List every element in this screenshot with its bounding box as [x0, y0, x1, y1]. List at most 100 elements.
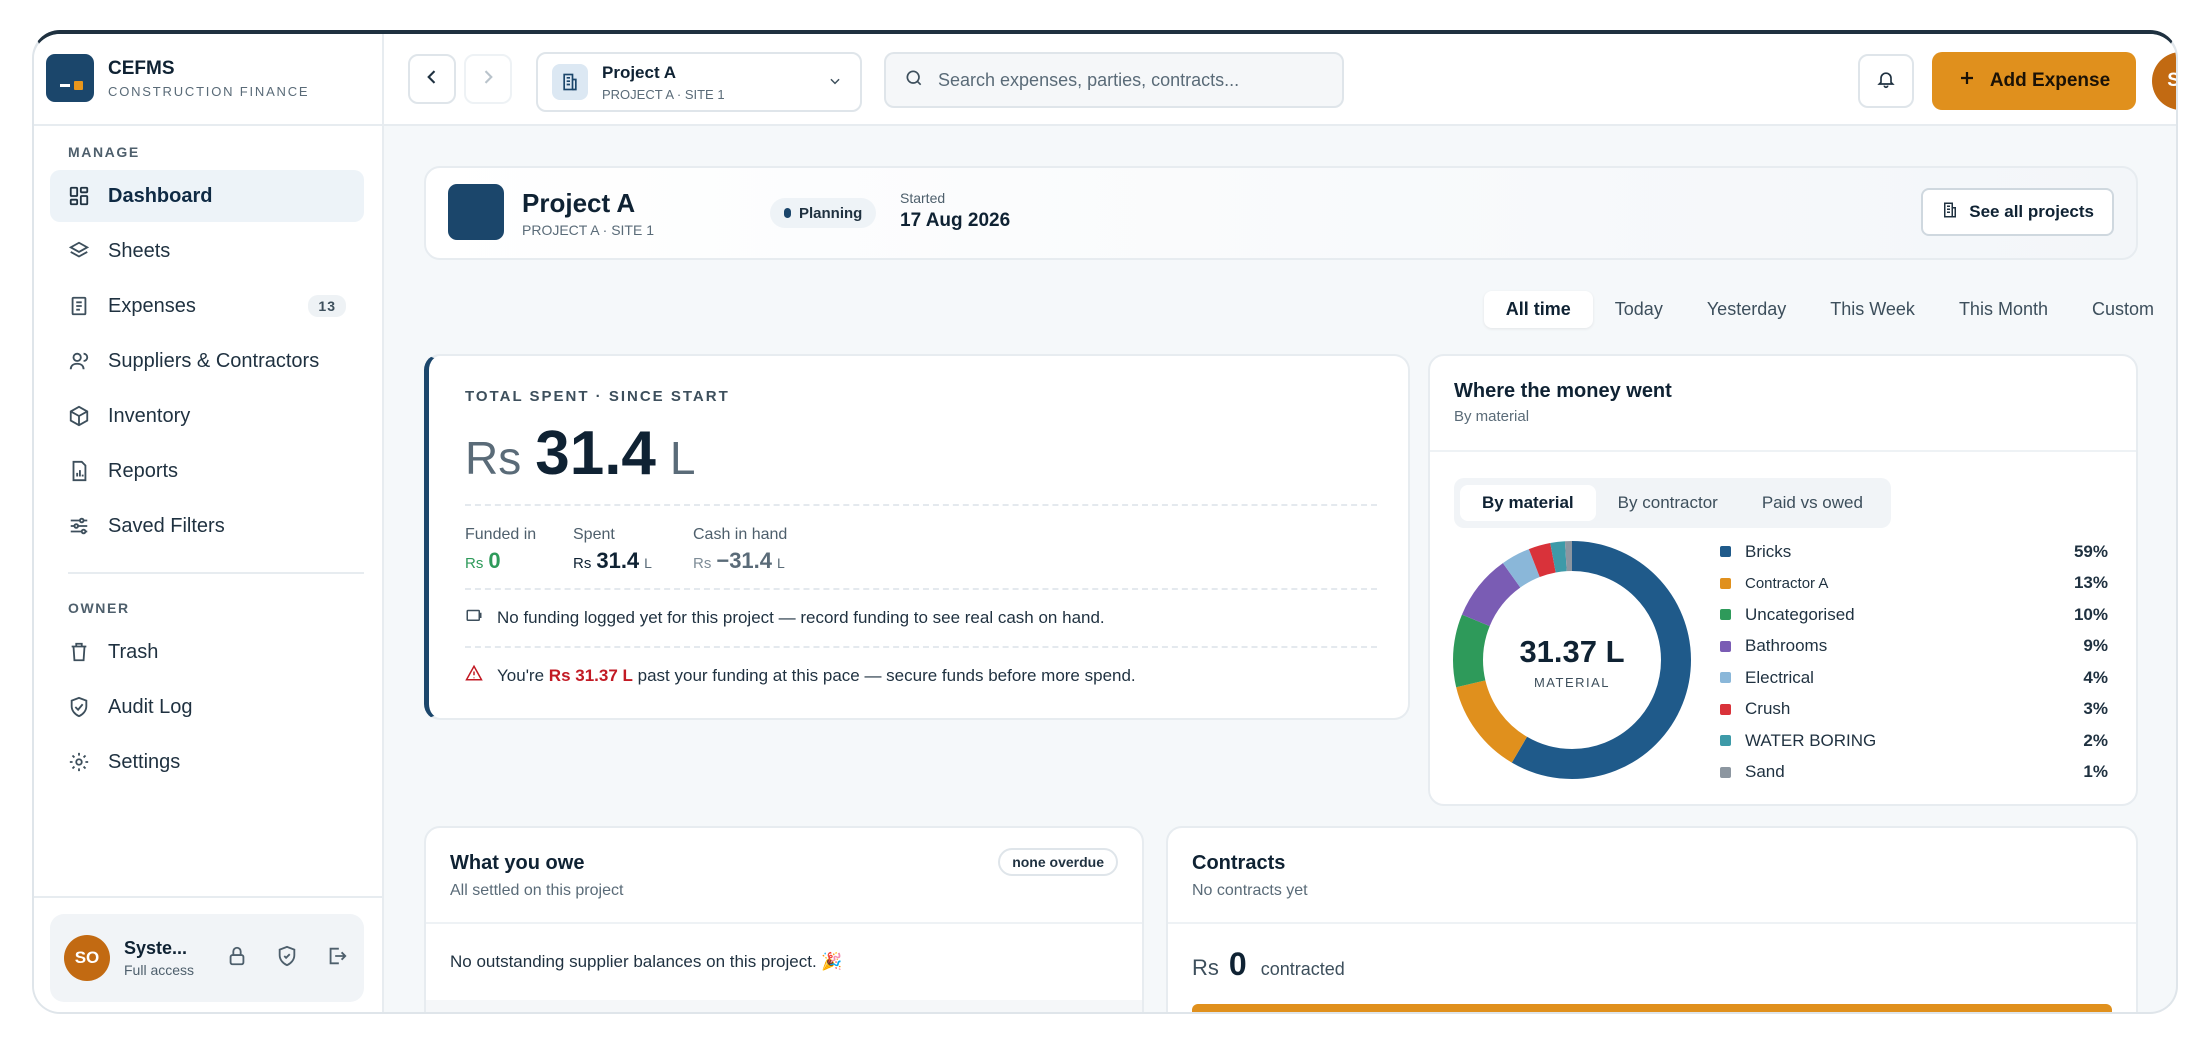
legend-item: Crush 3% — [1720, 694, 2108, 726]
building-icon — [1941, 201, 1959, 224]
currency-label: Rs — [465, 432, 522, 484]
brand-subtitle: CONSTRUCTION FINANCE — [108, 83, 310, 99]
status-dot-icon — [784, 208, 791, 218]
total-spent-card: TOTAL SPENT · SINCE START Rs 31.4 L Fund… — [424, 354, 1410, 720]
cash-stat: Cash in hand Rs −31.4 L — [693, 526, 787, 574]
funded-value: 0 — [488, 548, 501, 573]
legend-label: Electrical — [1745, 667, 1814, 687]
sidebar-item-label: Saved Filters — [108, 514, 225, 537]
card-subtitle: By material — [1454, 408, 1530, 425]
cash-value: −31.4 — [716, 548, 773, 573]
legend-percent: 13% — [2073, 573, 2108, 593]
page-title: Project A — [522, 188, 636, 218]
sidebar-item-saved-filters[interactable]: Saved Filters — [50, 500, 364, 552]
legend-swatch — [1720, 703, 1731, 715]
legend-swatch — [1720, 672, 1731, 684]
see-all-projects-button[interactable]: See all projects — [1921, 188, 2114, 236]
warning-amount: Rs 31.37 L — [548, 665, 633, 685]
sidebar-item-reports[interactable]: Reports — [50, 445, 364, 497]
layers-icon — [68, 240, 90, 262]
spent-stat: Spent Rs 31.4 L — [573, 526, 652, 574]
avatar[interactable]: SO — [2152, 52, 2176, 110]
trash-icon — [68, 641, 90, 663]
tab-all-time[interactable]: All time — [1483, 290, 1593, 328]
spent-label: Spent — [573, 526, 615, 543]
user-role: Full access — [124, 961, 195, 978]
brand[interactable]: CEFMS CONSTRUCTION FINANCE — [46, 48, 309, 108]
funding-note: No funding logged yet for this project —… — [465, 606, 1105, 629]
chevron-down-icon — [828, 74, 842, 93]
project-switcher[interactable]: Project A PROJECT A · SITE 1 — [536, 52, 862, 112]
grid-icon — [68, 185, 90, 207]
lock-icon[interactable] — [226, 945, 248, 972]
tab-by-material[interactable]: By material — [1460, 485, 1596, 521]
notifications-button[interactable] — [1858, 54, 1914, 108]
funded-label: Funded in — [465, 526, 537, 543]
card-title: What you owe — [450, 852, 585, 874]
logout-icon[interactable] — [326, 945, 348, 972]
warning-icon — [465, 664, 483, 687]
legend-percent: 3% — [2083, 699, 2108, 719]
sidebar: CEFMS CONSTRUCTION FINANCE MANAGE Dashbo… — [34, 34, 384, 1012]
sidebar-item-audit-log[interactable]: Audit Log — [50, 681, 364, 733]
tab-by-contractor[interactable]: By contractor — [1617, 493, 1718, 512]
donut-slice-uncategorised — [1453, 541, 1691, 779]
spent-value: 31.4 — [596, 548, 640, 573]
legend-item: Electrical 4% — [1720, 662, 2108, 694]
owe-footer — [426, 1000, 1142, 1012]
sidebar-item-expenses[interactable]: Expenses 13 — [50, 280, 364, 332]
tab-today[interactable]: Today — [1614, 298, 1663, 319]
tab-this-week[interactable]: This Week — [1830, 298, 1915, 319]
legend-item: Contractor A 13% — [1720, 568, 2108, 600]
warning-post: past your funding at this pace — secure … — [637, 665, 1136, 685]
funded-stat: Funded in Rs 0 — [465, 526, 536, 574]
funding-note-text: No funding logged yet for this project —… — [497, 607, 1105, 627]
divider — [426, 922, 1142, 924]
donut-slice-sand — [1453, 541, 1691, 779]
main-content: Project A PROJECT A · SITE 1 Planning St… — [384, 126, 2176, 1012]
sidebar-item-trash[interactable]: Trash — [50, 626, 364, 678]
search-input[interactable]: Search expenses, parties, contracts... — [884, 52, 1344, 108]
legend-item: Bathrooms 9% — [1720, 631, 2108, 663]
unit-label: L — [669, 432, 696, 484]
section-label-owner: OWNER — [68, 600, 130, 616]
add-expense-button[interactable]: Add Expense — [1932, 52, 2136, 110]
legend-label: Bricks — [1745, 541, 1792, 561]
contracted-label: contracted — [1260, 959, 1345, 979]
sidebar-item-sheets[interactable]: Sheets — [50, 225, 364, 277]
legend-swatch — [1720, 640, 1731, 652]
sidebar-item-settings[interactable]: Settings — [50, 736, 364, 788]
search-placeholder: Search expenses, parties, contracts... — [938, 69, 1240, 90]
see-all-label: See all projects — [1969, 202, 2094, 221]
legend-swatch — [1720, 577, 1731, 589]
tab-custom[interactable]: Custom — [2091, 298, 2154, 319]
shield-icon[interactable] — [276, 945, 298, 972]
tab-yesterday[interactable]: Yesterday — [1706, 298, 1787, 319]
tab-this-month[interactable]: This Month — [1958, 298, 2048, 319]
user-name: Syste... — [124, 937, 188, 958]
divider — [34, 124, 382, 126]
legend-item: Uncategorised 10% — [1720, 599, 2108, 631]
currency-label: Rs — [1192, 955, 1219, 980]
legend-percent: 9% — [2083, 636, 2108, 656]
filter-icon — [68, 515, 90, 537]
divider — [465, 588, 1377, 590]
sidebar-item-dashboard[interactable]: Dashboard — [50, 170, 364, 222]
breakdown-tabs: By material By contractor Paid vs owed — [1454, 478, 1891, 528]
status-label: Planning — [799, 204, 863, 222]
forward-button[interactable] — [464, 54, 512, 104]
legend-label: Sand — [1745, 762, 1785, 782]
receipt-icon — [68, 295, 90, 317]
sidebar-item-suppliers[interactable]: Suppliers & Contractors — [50, 335, 364, 387]
sidebar-item-inventory[interactable]: Inventory — [50, 390, 364, 442]
sidebar-item-label: Dashboard — [108, 184, 213, 207]
total-spent-eyebrow: TOTAL SPENT · SINCE START — [465, 388, 730, 405]
tab-paid-vs-owed[interactable]: Paid vs owed — [1761, 493, 1863, 512]
report-icon — [68, 460, 90, 482]
avatar[interactable]: SO — [64, 935, 110, 981]
back-button[interactable] — [408, 54, 456, 104]
chevron-left-icon — [422, 67, 442, 92]
total-spent-value: 31.4 — [535, 419, 656, 488]
legend-item: WATER BORING 2% — [1720, 725, 2108, 757]
currency-label: Rs — [573, 555, 592, 572]
